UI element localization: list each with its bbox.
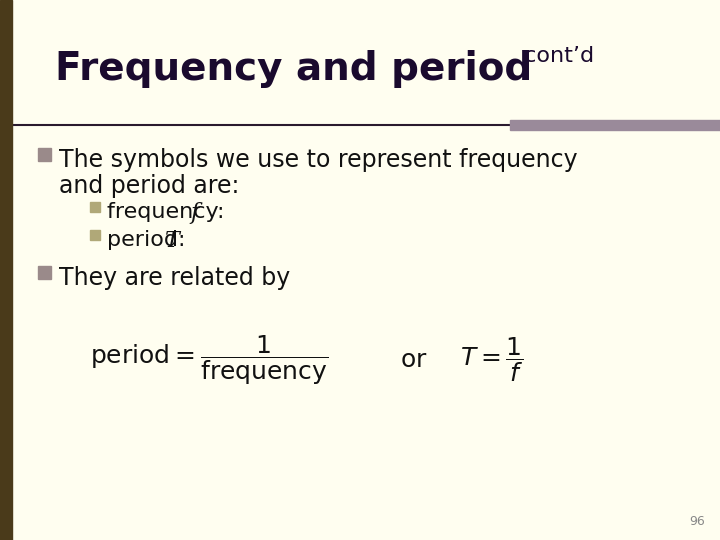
- Bar: [38, 266, 51, 279]
- Text: $\mathrm{period} = \dfrac{1}{\mathrm{frequency}}$: $\mathrm{period} = \dfrac{1}{\mathrm{fre…: [90, 333, 328, 387]
- Text: 96: 96: [689, 515, 705, 528]
- Bar: [90, 202, 100, 212]
- Bar: [0, 0, 12, 540]
- Text: The symbols we use to represent frequency: The symbols we use to represent frequenc…: [59, 148, 577, 172]
- Bar: [90, 230, 100, 240]
- Text: $T = \dfrac{1}{f}$: $T = \dfrac{1}{f}$: [460, 335, 524, 384]
- Text: They are related by: They are related by: [59, 266, 290, 290]
- Text: and period are:: and period are:: [59, 174, 239, 198]
- Text: $\mathrm{or}$: $\mathrm{or}$: [400, 348, 428, 372]
- Text: , cont’d: , cont’d: [510, 46, 594, 66]
- Bar: [510, 120, 720, 130]
- Text: T: T: [165, 230, 180, 252]
- Text: frequency:: frequency:: [107, 202, 232, 222]
- Bar: [38, 148, 51, 161]
- Text: f: f: [190, 202, 198, 224]
- Text: period:: period:: [107, 230, 193, 250]
- Text: Frequency and period: Frequency and period: [55, 50, 532, 88]
